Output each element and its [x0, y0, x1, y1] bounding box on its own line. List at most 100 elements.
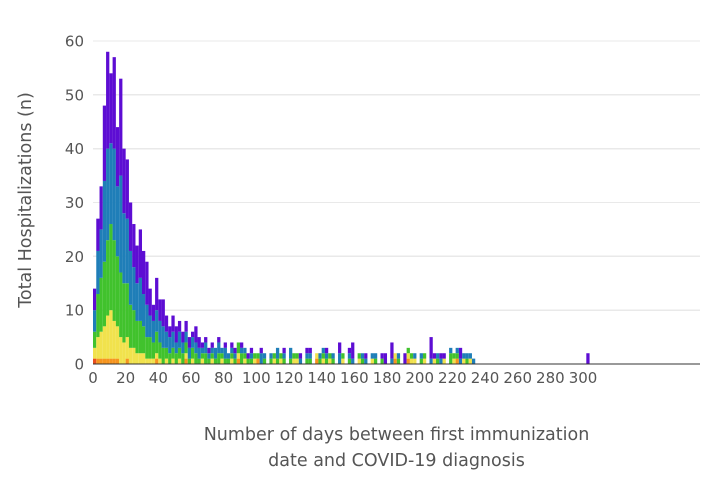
bar-segment-purple [429, 337, 433, 359]
bar-segment-purple [151, 304, 156, 321]
bar-segment-orange [455, 358, 459, 364]
bar-segment-yellow [171, 358, 175, 364]
bar-segment-blue [243, 347, 247, 354]
bar-segment-yellow [177, 358, 182, 364]
bar-segment-blue [164, 331, 169, 348]
bar-segment-purple [138, 229, 143, 278]
bar-segment-purple [184, 320, 188, 332]
bar-segment-green [106, 240, 110, 316]
bar-segment-blue [177, 331, 182, 348]
bar-segment-green [207, 358, 211, 364]
bar-segment-blue [171, 331, 175, 348]
bar-segment-blue [181, 342, 185, 354]
bar-segment-orange [112, 358, 116, 364]
bar-segment-purple [125, 159, 129, 219]
bar-segment-purple [351, 342, 355, 359]
bar-segment-blue [210, 347, 214, 354]
bar-segment-green [151, 342, 156, 359]
x-tick-label: 140 [307, 369, 336, 387]
bar-segment-green [135, 320, 139, 354]
bar-segment-green [230, 353, 234, 359]
bar-segment-green [455, 353, 459, 359]
bar-segment-yellow [295, 358, 299, 364]
bar-segment-purple [168, 326, 172, 338]
bar-segment-blue [419, 353, 423, 359]
bar-segment-blue [187, 347, 192, 359]
bar-segment-orange [256, 358, 260, 364]
bar-segment-blue [275, 347, 280, 359]
bar-segment-blue [298, 358, 303, 364]
bar-segment-yellow [406, 353, 410, 359]
bar-segment-blue [360, 353, 365, 359]
bar-segment-green [318, 358, 322, 364]
bar-segment-green [128, 304, 133, 348]
bar-segment-yellow [96, 337, 100, 359]
bar-segment-yellow [122, 342, 126, 364]
bar-segment-green [125, 283, 129, 338]
bar-segment-orange [106, 358, 110, 364]
bar-segment-blue [226, 353, 231, 359]
bar-segment-green [148, 337, 152, 359]
y-tick-label: 60 [65, 33, 84, 51]
bar-segment-orange [406, 358, 410, 364]
bar-segment-green [452, 353, 456, 359]
bar-segment-blue [223, 347, 227, 359]
bar-segment-green [226, 358, 231, 364]
bar-segment-blue [132, 267, 136, 311]
x-tick-label: 180 [373, 369, 402, 387]
bar-segment-orange [315, 358, 319, 364]
bar-segment-orange [155, 358, 159, 364]
bar-segment-green [181, 353, 185, 364]
bar-segment-orange [125, 358, 129, 364]
y-tick-label: 10 [65, 302, 84, 320]
x-tick-label: 240 [471, 369, 500, 387]
bar-segment-blue [138, 277, 143, 321]
bar-segment-yellow [422, 358, 427, 364]
bar-segment-purple [187, 337, 192, 348]
y-tick-label: 40 [65, 140, 84, 158]
bar-segment-purple [158, 299, 162, 321]
bar-segment-blue [207, 353, 211, 359]
bar-segment-orange [236, 358, 241, 364]
bar-segment-blue [135, 283, 139, 321]
x-tick-label: 260 [503, 369, 532, 387]
bar-segment-green [373, 358, 378, 364]
bar-segment-orange [393, 358, 397, 364]
bar-segment-blue [168, 337, 172, 354]
bar-segment-green [295, 353, 299, 359]
bar-segment-green [142, 326, 146, 354]
bar-segment-green [158, 342, 162, 359]
bar-segment-green [419, 358, 423, 364]
bar-segment-green [409, 353, 414, 359]
bar-segment-blue [109, 143, 113, 225]
bar-segment-yellow [462, 358, 466, 364]
bar-segment-green [324, 358, 329, 364]
bar-segment-purple [298, 353, 303, 359]
x-tick-label: 120 [275, 369, 304, 387]
bar-segment-blue [174, 342, 178, 354]
histogram-bars [93, 51, 590, 364]
bar-segment-yellow [102, 326, 107, 359]
bar-segment-green [168, 353, 172, 364]
bar-segment-green [422, 353, 427, 359]
x-tick-label: 220 [438, 369, 467, 387]
bar-segment-purple [230, 342, 234, 348]
bar-segment-purple [364, 353, 368, 359]
bar-segment-purple [161, 299, 165, 327]
bar-segment-green [177, 347, 182, 359]
bar-segment-blue [308, 353, 312, 359]
bar-segment-blue [217, 342, 221, 354]
bar-segment-purple [458, 347, 463, 359]
x-tick-label: 100 [242, 369, 271, 387]
bar-segment-blue [455, 347, 459, 354]
bar-segment-yellow [409, 358, 414, 364]
bar-segment-green [138, 320, 143, 354]
bar-segment-blue [396, 353, 401, 359]
bar-segment-blue [158, 320, 162, 343]
bar-segment-purple [155, 277, 159, 311]
bar-segment-purple [223, 342, 227, 348]
bar-segment-purple [102, 105, 107, 181]
bar-segment-blue [233, 353, 237, 359]
bar-segment-purple [586, 353, 590, 364]
bar-segment-yellow [315, 353, 319, 359]
